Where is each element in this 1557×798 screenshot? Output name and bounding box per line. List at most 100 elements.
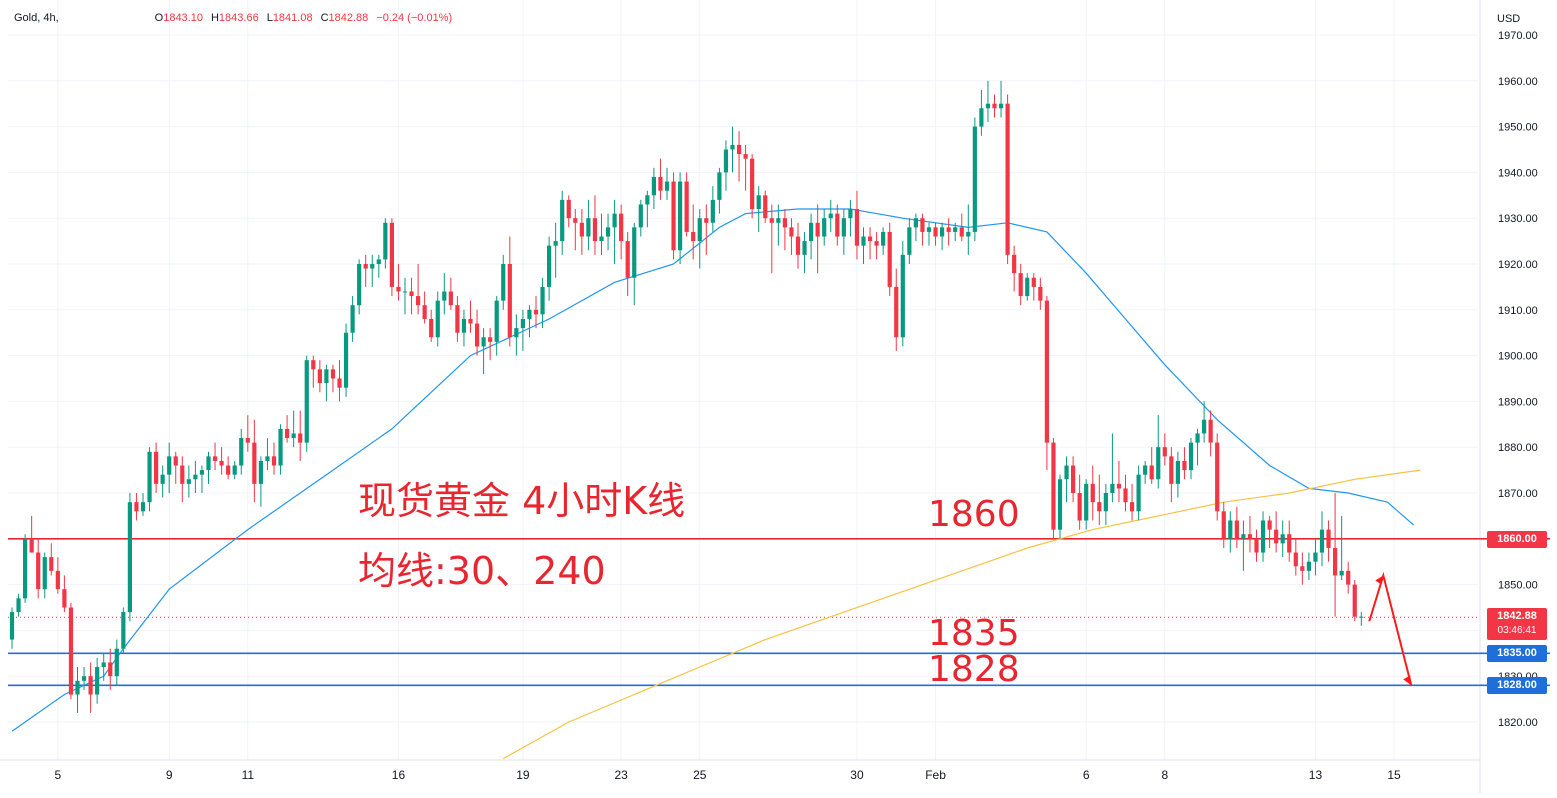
candle [1346, 561, 1351, 594]
candle [226, 456, 231, 480]
candle [573, 209, 578, 251]
candle [42, 552, 47, 599]
symbol-label[interactable]: Gold, 4h, [14, 12, 59, 24]
candle [429, 309, 434, 342]
candle-body [1012, 254, 1017, 274]
candle [527, 305, 532, 338]
candle [520, 309, 525, 352]
candle [678, 172, 683, 264]
candle-body [68, 607, 74, 695]
candle [68, 602, 74, 700]
grid-lines [8, 0, 1478, 760]
candle [763, 190, 768, 223]
candle-body [278, 428, 283, 466]
candle-body [553, 241, 558, 246]
candle-body [271, 456, 277, 466]
candle [481, 328, 486, 374]
candle [357, 259, 362, 315]
candle [881, 227, 886, 255]
candle [1044, 296, 1049, 471]
candle-body [1215, 442, 1220, 512]
candle-body [258, 460, 263, 484]
candle-body [848, 209, 853, 219]
candle [154, 442, 159, 493]
candle [1123, 474, 1128, 512]
candle-body [612, 213, 617, 228]
candle [710, 186, 715, 232]
candle [1012, 245, 1017, 292]
candle-body [1293, 552, 1298, 567]
candle-body [998, 103, 1004, 109]
candle-body [154, 451, 159, 484]
candle [664, 167, 670, 200]
candle-body [966, 231, 971, 237]
candle-body [226, 465, 231, 475]
candle [789, 218, 794, 255]
candle-body [1274, 529, 1279, 544]
candle [1267, 515, 1272, 548]
candle-body [1182, 460, 1187, 471]
chart-title-annotation: 现货黄金 4小时K线 [358, 479, 686, 523]
candle-body [409, 291, 414, 297]
candle-body [1005, 103, 1010, 255]
candle [1071, 456, 1076, 503]
candle [619, 204, 624, 260]
candle-body [1333, 547, 1338, 576]
candle [199, 465, 205, 493]
candle [736, 131, 742, 182]
candle-body [494, 300, 499, 342]
candle-body [940, 227, 945, 237]
candle [651, 167, 656, 210]
y-tick-label: 1820.00 [1498, 717, 1538, 729]
candle-body [1136, 474, 1141, 512]
candle-body [1116, 483, 1122, 489]
candle-body [959, 227, 964, 237]
candle-body [841, 218, 846, 237]
candle [488, 328, 493, 361]
candle [887, 222, 892, 297]
candle-body [750, 158, 755, 210]
candle-body [75, 680, 80, 695]
candle [815, 204, 820, 274]
candle-body [664, 181, 670, 191]
candle [1228, 511, 1233, 553]
candle-body [1025, 277, 1030, 297]
candle-body [913, 218, 918, 228]
candle-body [448, 291, 453, 306]
candle-body [756, 195, 761, 210]
candle-body [1195, 433, 1200, 443]
level-1860-annotation: 1860 [928, 494, 1020, 535]
candle-body [1221, 511, 1226, 539]
candle-body [23, 538, 28, 599]
level-1835-annotation: 1835 [928, 613, 1020, 654]
candle-body [1254, 538, 1259, 553]
candle [140, 493, 146, 516]
candle [219, 447, 224, 475]
candle-body [651, 176, 656, 196]
level-1828-annotation: 1828 [928, 649, 1020, 690]
candle-body [671, 181, 676, 251]
candle [337, 360, 342, 402]
candle-body [1202, 419, 1207, 434]
candle-body [972, 126, 977, 232]
y-tick-label: 1920.00 [1498, 259, 1538, 271]
candle [271, 442, 277, 475]
candle-body [809, 222, 814, 242]
candle [81, 667, 87, 690]
candle [848, 199, 853, 237]
candle [684, 172, 689, 237]
candle [88, 662, 93, 713]
candle [985, 80, 991, 123]
candle [802, 231, 807, 274]
x-tick-label: 23 [614, 768, 628, 782]
close-value: 1842.88 [328, 12, 369, 24]
candle [723, 140, 729, 191]
candle-body [920, 218, 925, 232]
candle-body [822, 218, 827, 237]
candle [311, 355, 316, 388]
candle [1103, 483, 1108, 526]
candle [455, 296, 460, 342]
candle-body [985, 103, 991, 109]
